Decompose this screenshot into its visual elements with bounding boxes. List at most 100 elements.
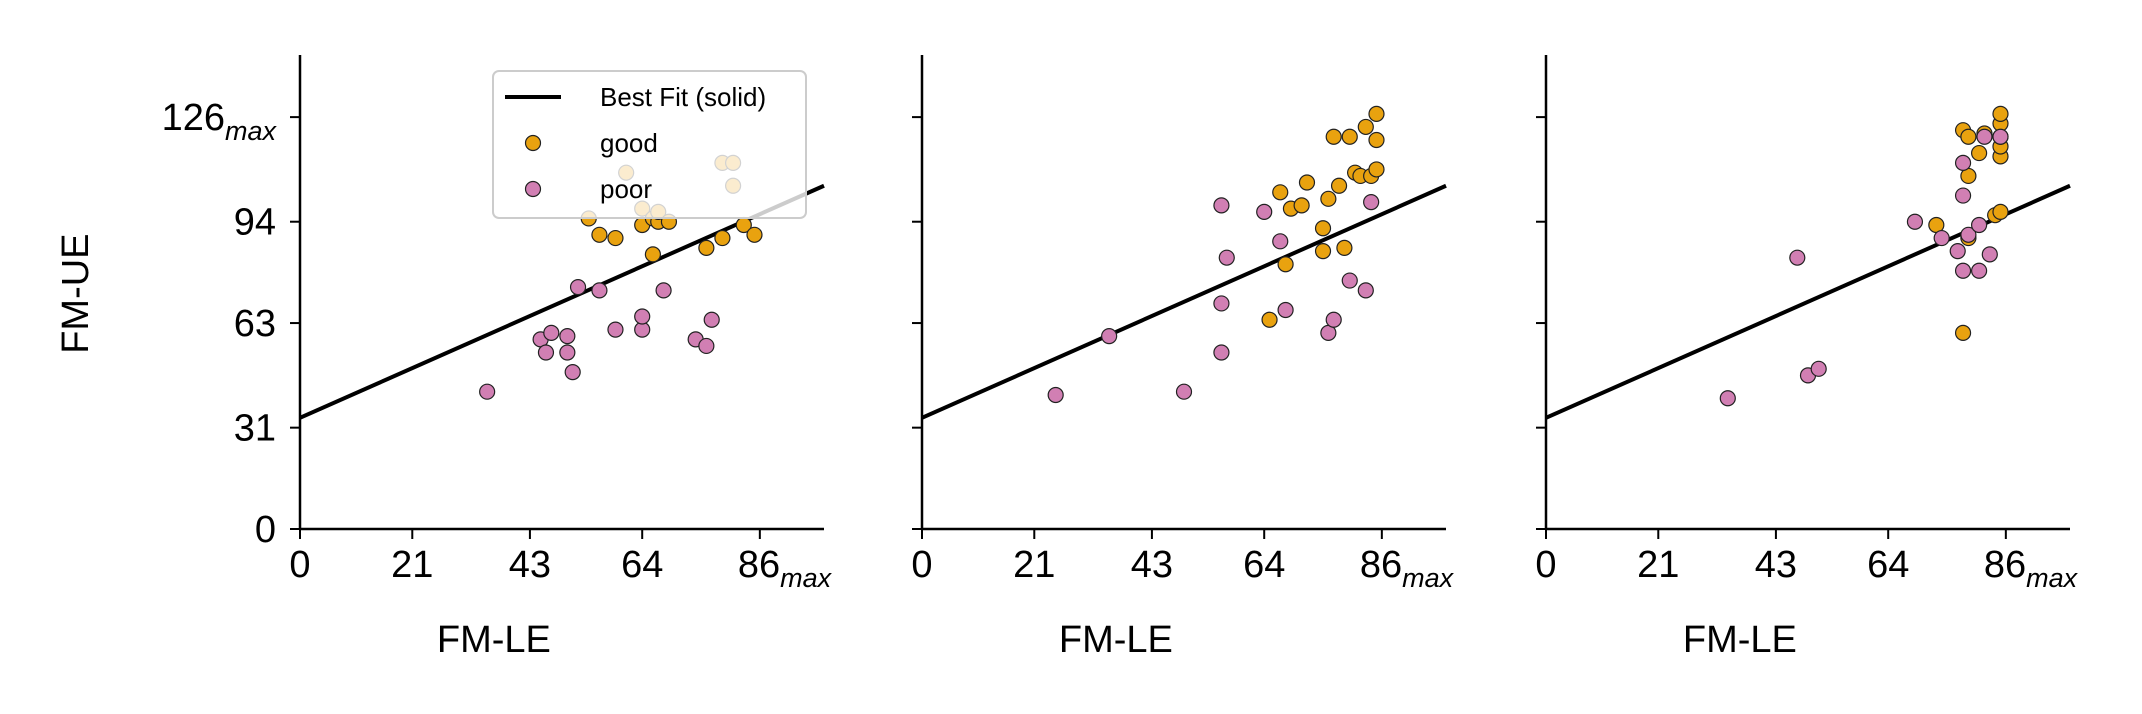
- poor-point-2-3: [1175, 383, 1193, 400]
- best-fit-line-2: [921, 183, 1447, 420]
- poor-point-2-8: [1256, 203, 1273, 221]
- x-tick-label-1-2: 21: [391, 544, 433, 586]
- good-point-2-6: [1298, 174, 1316, 191]
- good-point-2-8: [1314, 243, 1332, 260]
- poor-point-1-13: [655, 282, 672, 299]
- x-tick-label-3-5: 86max: [1984, 544, 2079, 593]
- poor-point-3-12: [1971, 262, 1988, 279]
- good-point-2-5: [1293, 197, 1310, 214]
- poor-point-3-7: [1949, 243, 1966, 260]
- poor-point-1-16: [703, 311, 720, 328]
- x-axis-title-1: FM-LE: [437, 619, 551, 661]
- good-point-2-12: [1336, 239, 1353, 256]
- poor-point-3-8: [1954, 262, 1972, 279]
- x-tick-label-1-5: 86max: [738, 544, 833, 593]
- poor-point-3-1: [1719, 390, 1736, 407]
- x-tick-label-2-4: 64: [1243, 544, 1285, 586]
- poor-point-1-8: [569, 278, 587, 296]
- legend-poor-swatch: [524, 180, 542, 198]
- legend-label-3: poor: [600, 174, 652, 204]
- legend-label-1: Best Fit (solid): [600, 82, 766, 112]
- y-tick-label-5: 126max: [162, 97, 278, 146]
- poor-point-2-9: [1272, 233, 1289, 250]
- good-point-2-1: [1261, 311, 1278, 328]
- poor-point-2-4: [1213, 344, 1230, 361]
- y-tick-label-2: 31: [234, 408, 276, 450]
- good-point-2-18: [1368, 161, 1385, 178]
- poor-point-3-2: [1789, 249, 1806, 266]
- poor-point-3-16: [1992, 128, 2009, 145]
- good-point-3-2: [1954, 324, 1972, 341]
- good-point-3-15: [1992, 203, 2009, 221]
- x-tick-label-2-2: 21: [1013, 544, 1055, 586]
- good-point-1-2: [591, 226, 608, 243]
- legend-label-2: good: [600, 128, 658, 158]
- good-point-1-8: [644, 246, 661, 263]
- good-point-2-13: [1341, 128, 1358, 145]
- poor-point-1-4: [543, 324, 560, 341]
- y-tick-label-4: 94: [234, 202, 276, 244]
- poor-point-2-6: [1213, 197, 1230, 214]
- poor-point-2-7: [1218, 249, 1235, 266]
- y-tick-label-3: 63: [234, 303, 276, 345]
- legend-good-swatch: [524, 134, 542, 152]
- good-point-3-14: [1992, 105, 2009, 122]
- good-point-2-9: [1320, 190, 1337, 207]
- x-tick-label-3-1: 0: [1535, 544, 1556, 586]
- poor-point-3-4: [1810, 360, 1827, 377]
- good-point-2-11: [1330, 177, 1348, 194]
- poor-point-3-15: [1981, 246, 1998, 263]
- poor-point-1-5: [559, 328, 576, 345]
- x-tick-label-2-5: 86max: [1360, 544, 1455, 593]
- x-tick-label-2-3: 43: [1131, 544, 1173, 586]
- good-point-1-18: [746, 226, 763, 243]
- x-tick-label-3-3: 43: [1755, 544, 1797, 586]
- poor-point-2-13: [1341, 272, 1358, 289]
- poor-point-1-3: [537, 344, 555, 361]
- poor-point-1-15: [698, 337, 715, 355]
- legend-box: [492, 70, 807, 219]
- x-axis-title-3: FM-LE: [1683, 619, 1797, 661]
- poor-point-3-6: [1933, 229, 1950, 247]
- good-point-3-6: [1960, 128, 1977, 145]
- good-point-2-3: [1277, 256, 1294, 273]
- poor-point-3-11: [1960, 226, 1977, 243]
- poor-point-3-14: [1976, 128, 1993, 145]
- good-point-1-12: [698, 239, 715, 256]
- poor-point-2-12: [1325, 311, 1342, 328]
- x-tick-label-2-1: 0: [911, 544, 932, 586]
- y-axis-title: FM-UE: [55, 233, 97, 353]
- x-tick-label-1-1: 0: [289, 544, 310, 586]
- x-tick-label-1-3: 43: [509, 544, 551, 586]
- poor-point-2-10: [1277, 301, 1294, 319]
- x-axis-title-2: FM-LE: [1059, 619, 1173, 661]
- good-point-2-2: [1272, 184, 1289, 201]
- poor-point-2-2: [1101, 328, 1118, 345]
- poor-point-3-5: [1906, 213, 1924, 230]
- good-point-2-10: [1325, 128, 1342, 145]
- good-point-2-19: [1368, 131, 1385, 149]
- poor-point-2-15: [1363, 194, 1380, 211]
- x-tick-label-1-4: 64: [621, 544, 663, 586]
- good-point-1-3: [607, 229, 624, 247]
- poor-point-3-13: [1971, 216, 1988, 234]
- poor-point-3-10: [1954, 154, 1972, 171]
- poor-point-1-7: [564, 363, 581, 381]
- x-tick-label-3-4: 64: [1867, 544, 1909, 586]
- poor-point-2-14: [1357, 282, 1374, 299]
- good-point-2-16: [1357, 118, 1374, 136]
- poor-point-1-10: [607, 321, 624, 338]
- good-point-2-20: [1368, 105, 1385, 122]
- poor-point-3-9: [1954, 187, 1972, 204]
- poor-point-1-6: [559, 344, 576, 361]
- good-point-2-7: [1314, 220, 1332, 237]
- poor-point-2-5: [1213, 295, 1230, 312]
- x-tick-label-3-2: 21: [1637, 544, 1679, 586]
- poor-point-1-1: [479, 383, 496, 400]
- poor-point-2-1: [1047, 386, 1064, 404]
- good-point-3-7: [1971, 144, 1988, 162]
- poor-point-1-9: [591, 282, 608, 299]
- y-tick-label-1: 0: [255, 509, 276, 551]
- poor-point-1-12: [634, 308, 651, 325]
